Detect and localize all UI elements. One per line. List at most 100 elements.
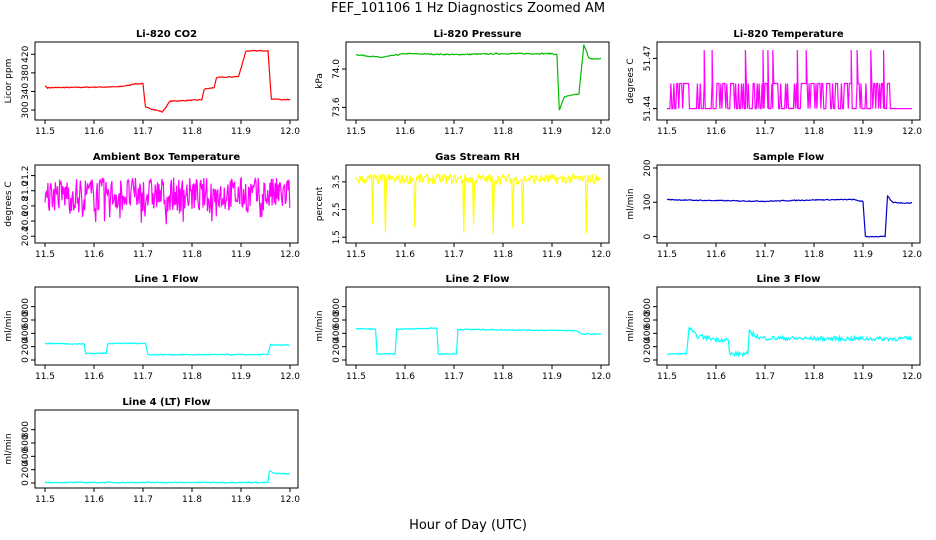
panel-8-ytick-label: 600: [332, 311, 342, 328]
panel-9-xtick-label: 11.5: [657, 372, 677, 382]
panel-10-ytick-label: 0: [21, 480, 31, 486]
panel-3-ylabel: degrees C: [626, 58, 636, 103]
panel-7-title: Line 1 Flow: [135, 274, 199, 285]
panel-2-ylabel: kPa: [315, 73, 325, 89]
panel-5-ytick-label: 1.5: [332, 230, 342, 244]
panel-7-xtick-label: 11.5: [35, 372, 55, 382]
panel-9-ytick-label: 600: [643, 311, 653, 328]
panel-10-xtick-label: 11.9: [231, 495, 251, 505]
panel-9-ytick-label: 800: [643, 298, 653, 315]
panel-5-frame: [345, 164, 610, 244]
panel-8-ytick-label: 200: [332, 338, 342, 355]
panel-9-xtick-label: 11.6: [706, 372, 726, 382]
panel-9-title: Line 3 Flow: [757, 274, 821, 285]
panel-4-xtick-label: 11.8: [182, 250, 202, 260]
panel-3-xtick-label: 11.7: [755, 127, 775, 137]
panel-6-xtick-label: 11.7: [755, 250, 775, 260]
panel-9-ylabel: ml/min: [626, 310, 636, 341]
panel-9-series-line: [667, 326, 913, 358]
panel-8-ytick-label: 400: [332, 324, 342, 341]
panel-7-ylabel: ml/min: [4, 310, 14, 341]
panel-2-xtick-label: 12.0: [591, 127, 611, 137]
panel-10-ytick-label: 800: [21, 421, 31, 438]
panel-9-frame: [656, 286, 921, 366]
figure-title: FEF_101106 1 Hz Diagnostics Zoomed AM: [330, 1, 606, 16]
panel-10-ylabel: ml/min: [4, 433, 14, 464]
panel-4-ytick-label: 20.6: [21, 211, 31, 231]
panel-2-xtick-label: 11.7: [444, 127, 464, 137]
panel-2-xtick-label: 11.8: [493, 127, 513, 137]
panel-4-ylabel: degrees C: [4, 181, 14, 226]
panel-10-xtick-label: 11.5: [35, 495, 55, 505]
panel-8-ytick-label: 0: [332, 357, 342, 363]
panel-6-ylabel: ml/min: [626, 188, 636, 219]
panel-4-ytick-label: 21.2: [21, 166, 31, 186]
panel-1-series-line: [44, 49, 291, 113]
panel-6-xtick-label: 11.5: [657, 250, 677, 260]
panel-4-xtick-label: 12.0: [280, 250, 300, 260]
panel-1-xtick-label: 11.7: [133, 127, 153, 137]
panel-7-xtick-label: 11.9: [231, 372, 251, 382]
panel-3-series-line: [667, 49, 912, 110]
panel-8-xtick-label: 12.0: [591, 372, 611, 382]
panel-2-ytick-label: 74.0: [332, 59, 342, 79]
panel-5-xtick-label: 11.7: [444, 250, 464, 260]
panel-7-ytick-label: 0: [21, 357, 31, 363]
panel-3-title: Li-820 Temperature: [733, 29, 843, 40]
panel-3-xtick-label: 11.5: [657, 127, 677, 137]
panel-7-xtick-label: 11.7: [133, 372, 153, 382]
panel-10-title: Line 4 (LT) Flow: [122, 397, 210, 408]
panel-3-xtick-label: 12.0: [902, 127, 922, 137]
panel-10-frame: [34, 409, 299, 489]
panel-8-xtick-label: 11.8: [493, 372, 513, 382]
panel-9-xtick-label: 11.7: [755, 372, 775, 382]
panel-3-ytick-label: 51.47: [643, 46, 653, 72]
panel-10-ytick-label: 200: [21, 461, 31, 478]
panel-6-series-line: [666, 194, 913, 238]
panel-1-xtick-label: 11.5: [35, 127, 55, 137]
panel-4-series-line: [44, 176, 291, 225]
panel-5-xtick-label: 11.5: [346, 250, 366, 260]
panel-7-xtick-label: 11.6: [84, 372, 104, 382]
panel-5-ylabel: percent: [315, 186, 325, 221]
panel-3-xtick-label: 11.6: [706, 127, 726, 137]
panel-9-ytick-label: 400: [643, 324, 653, 341]
panel-3-frame: [656, 41, 921, 121]
panel-1-xtick-label: 11.6: [84, 127, 104, 137]
panel-10-xtick-label: 11.6: [84, 495, 104, 505]
panel-4-ytick-label: 20.8: [21, 196, 31, 216]
panel-9-xtick-label: 12.0: [902, 372, 922, 382]
panel-7-xtick-label: 12.0: [280, 372, 300, 382]
panel-4-ytick-label: 21.0: [21, 180, 31, 200]
panel-8-frame: [345, 286, 610, 366]
panel-4-xtick-label: 11.6: [84, 250, 104, 260]
panel-8-xtick-label: 11.5: [346, 372, 366, 382]
panel-7-ytick-label: 200: [21, 338, 31, 355]
panel-7-ytick-label: 800: [21, 298, 31, 315]
panel-4-xtick-label: 11.9: [231, 250, 251, 260]
panel-6-xtick-label: 11.6: [706, 250, 726, 260]
panel-2-xtick-label: 11.6: [395, 127, 415, 137]
panel-4-title: Ambient Box Temperature: [93, 152, 240, 163]
panel-8-ytick-label: 800: [332, 298, 342, 315]
panel-7-frame: [34, 286, 299, 366]
panel-1-ytick-label: 340: [21, 83, 31, 100]
panel-1-frame: [34, 41, 299, 121]
panel-6-ytick-label: 100: [643, 193, 653, 210]
panel-9-ytick-label: 0: [643, 357, 653, 363]
panel-7-ytick-label: 600: [21, 311, 31, 328]
panel-6-xtick-label: 11.8: [804, 250, 824, 260]
panel-9-ytick-label: 200: [643, 338, 653, 355]
panel-9-xtick-label: 11.8: [804, 372, 824, 382]
panel-1-ytick-label: 380: [21, 64, 31, 81]
panel-1-xtick-label: 12.0: [280, 127, 300, 137]
panel-10-xtick-label: 11.7: [133, 495, 153, 505]
panel-2-title: Li-820 Pressure: [433, 29, 521, 40]
panel-6-ytick-label: 200: [643, 159, 653, 176]
panel-5-series-line: [355, 172, 601, 234]
panel-1-ytick-label: 420: [21, 45, 31, 62]
panel-6-frame: [656, 164, 921, 244]
panel-1-ylabel: Licor ppm: [4, 59, 14, 104]
panel-2-xtick-label: 11.5: [346, 127, 366, 137]
